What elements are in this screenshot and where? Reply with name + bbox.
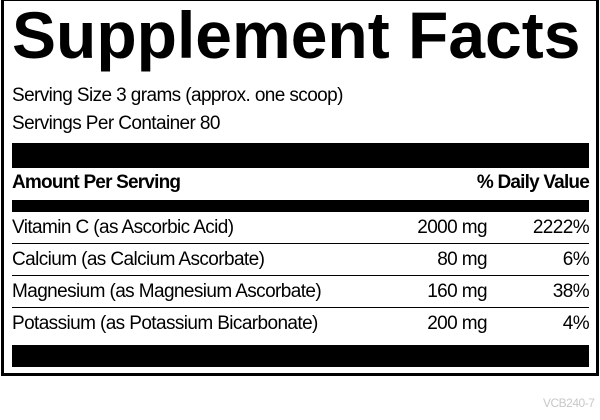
nutrient-dv: 6%	[562, 249, 590, 270]
nutrient-amount: 80 mg	[437, 249, 487, 270]
nutrient-row: Calcium (as Calcium Ascorbate) 80 mg 6%	[12, 244, 590, 276]
medium-divider	[12, 200, 589, 212]
servings-per-container: Servings Per Container 80	[12, 113, 220, 134]
nutrient-name: Potassium (as Potassium Bicarbonate)	[12, 313, 318, 334]
nutrient-amount: 200 mg	[427, 313, 487, 334]
nutrient-name: Calcium (as Calcium Ascorbate)	[12, 249, 265, 270]
nutrient-row: Magnesium (as Magnesium Ascorbate) 160 m…	[12, 276, 590, 308]
nutrient-row: Vitamin C (as Ascorbic Acid) 2000 mg 222…	[12, 212, 590, 244]
amount-per-serving-header: Amount Per Serving	[12, 172, 181, 193]
product-code: VCB240-7	[543, 396, 595, 410]
nutrient-amount: 2000 mg	[417, 217, 487, 238]
thick-divider	[12, 143, 589, 168]
nutrient-name: Vitamin C (as Ascorbic Acid)	[12, 217, 234, 238]
bottom-divider	[12, 345, 589, 367]
nutrient-name: Magnesium (as Magnesium Ascorbate)	[12, 281, 322, 302]
panel-title: Supplement Facts	[12, 0, 581, 72]
daily-value-header: % Daily Value	[476, 172, 590, 193]
column-header: Amount Per Serving % Daily Value	[12, 172, 590, 198]
nutrient-dv: 4%	[562, 313, 590, 334]
supplement-facts-panel: Supplement Facts Serving Size 3 grams (a…	[1, 0, 599, 376]
nutrient-row: Potassium (as Potassium Bicarbonate) 200…	[12, 308, 590, 339]
serving-size: Serving Size 3 grams (approx. one scoop)	[12, 85, 343, 106]
nutrient-dv: 2222%	[532, 217, 590, 238]
nutrient-amount: 160 mg	[427, 281, 487, 302]
nutrient-dv: 38%	[552, 281, 590, 302]
